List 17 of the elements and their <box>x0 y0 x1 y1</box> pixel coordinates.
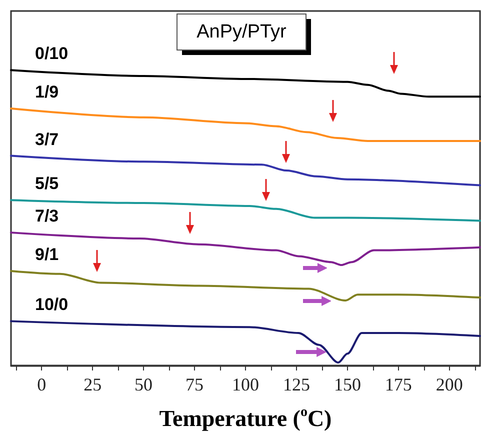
x-tick-label: 0 <box>37 374 46 394</box>
series-label: 5/5 <box>35 174 59 194</box>
x-tick-label: 200 <box>436 374 463 394</box>
series-label: 9/1 <box>35 244 59 264</box>
series-label: 1/9 <box>35 82 59 102</box>
series-label: 10/0 <box>35 295 68 314</box>
x-tick-label: 25 <box>84 374 102 394</box>
series-label: 7/3 <box>35 206 59 226</box>
chart-title: AnPy/PTyr <box>196 22 288 42</box>
x-tick-label: 175 <box>384 374 412 394</box>
x-tick-label: 100 <box>232 374 259 394</box>
x-tick-label: 125 <box>282 374 310 394</box>
series-label: 0/10 <box>35 44 68 64</box>
x-tick-label: 75 <box>186 374 204 394</box>
series-label: 3/7 <box>35 130 59 149</box>
x-tick-label: 50 <box>134 374 153 394</box>
x-tick-label: 150 <box>334 374 361 394</box>
